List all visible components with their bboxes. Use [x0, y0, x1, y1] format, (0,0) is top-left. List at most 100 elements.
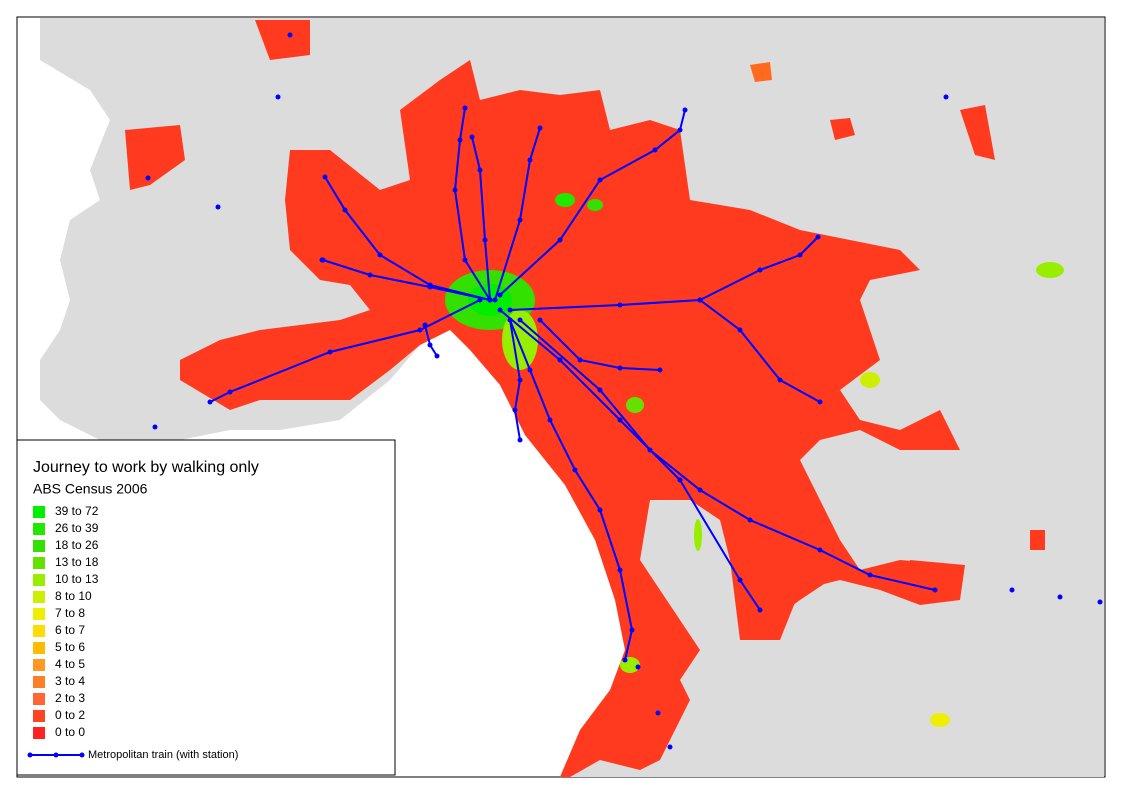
- legend-label: 10 to 13: [55, 572, 99, 586]
- station: [932, 587, 938, 593]
- train-line: [519, 319, 936, 591]
- station: [667, 744, 673, 750]
- station: [452, 187, 458, 193]
- station: [512, 407, 518, 413]
- station: [737, 327, 743, 333]
- legend-swatch: [33, 693, 45, 705]
- train-key-station: [79, 752, 85, 758]
- station: [487, 297, 493, 303]
- station: [617, 365, 623, 371]
- station: [817, 547, 823, 553]
- legend-subtitle: ABS Census 2006: [33, 481, 148, 497]
- station: [757, 267, 763, 273]
- legend-swatch: [33, 727, 45, 739]
- legend-label: 5 to 6: [55, 640, 85, 654]
- station: [327, 349, 333, 355]
- legend-title: Journey to work by walking only: [33, 459, 259, 476]
- station: [462, 257, 468, 263]
- urban-area: [125, 20, 1045, 777]
- station: [815, 234, 821, 240]
- legend-label: 3 to 4: [55, 674, 85, 688]
- station: [677, 127, 683, 133]
- station: [492, 297, 498, 303]
- station: [367, 272, 373, 278]
- station: [557, 237, 563, 243]
- legend-swatch: [33, 591, 45, 603]
- station: [537, 317, 543, 323]
- station: [617, 417, 623, 423]
- station: [342, 207, 348, 213]
- legend-label: 6 to 7: [55, 623, 85, 637]
- station: [469, 134, 475, 140]
- station: [507, 317, 513, 323]
- station: [477, 167, 483, 173]
- station: [434, 353, 440, 359]
- station: [477, 297, 483, 303]
- station: [462, 105, 468, 111]
- train-line: [699, 299, 821, 403]
- train-line: [509, 236, 819, 311]
- legend-label: 8 to 10: [55, 589, 92, 603]
- station: [517, 317, 523, 323]
- station: [275, 94, 281, 100]
- legend-box: [16, 439, 396, 776]
- train-line: [322, 259, 491, 301]
- station: [697, 487, 703, 493]
- station: [577, 357, 583, 363]
- station: [497, 292, 503, 298]
- station: [527, 367, 533, 373]
- station: [943, 94, 949, 100]
- train-key-station: [53, 752, 59, 758]
- station: [657, 367, 663, 373]
- legend-swatch: [33, 659, 45, 671]
- walking-hotspots: [445, 193, 1064, 727]
- station: [597, 507, 603, 513]
- legend-swatch: [33, 523, 45, 535]
- station: [597, 387, 603, 393]
- station: [482, 237, 488, 243]
- legend-label: 26 to 39: [55, 521, 99, 535]
- station: [319, 257, 325, 263]
- station: [655, 710, 661, 716]
- train-line: [499, 109, 686, 296]
- train-key-station: [27, 752, 33, 758]
- station: [652, 147, 658, 153]
- station: [647, 447, 653, 453]
- station: [427, 284, 433, 290]
- station: [322, 174, 328, 180]
- station: [517, 377, 523, 383]
- legend-label: 13 to 18: [55, 555, 99, 569]
- station: [527, 157, 533, 163]
- train-key-label: Metropolitan train (with station): [88, 749, 238, 761]
- station: [557, 357, 563, 363]
- station: [629, 627, 635, 633]
- legend-swatch: [33, 642, 45, 654]
- train-line: [509, 319, 522, 441]
- station: [537, 125, 543, 131]
- station: [422, 322, 428, 328]
- station: [1057, 594, 1063, 600]
- station: [572, 467, 578, 473]
- train-line: [539, 319, 661, 371]
- legend-swatch: [33, 574, 45, 586]
- station: [617, 302, 623, 308]
- station: [215, 204, 221, 210]
- station: [777, 377, 783, 383]
- legend-label: 0 to 2: [55, 708, 85, 722]
- legend-swatch: [33, 608, 45, 620]
- station: [427, 342, 433, 348]
- legend-swatch: [33, 557, 45, 569]
- station: [377, 252, 383, 258]
- station: [737, 577, 743, 583]
- station: [622, 657, 628, 663]
- station: [697, 297, 703, 303]
- station: [677, 477, 683, 483]
- bay: [400, 330, 630, 690]
- legend-items: 39 to 72 26 to 39 18 to 26 13 to 18 10 to 13…: [33, 504, 99, 739]
- legend-swatch: [33, 540, 45, 552]
- station: [635, 664, 641, 670]
- legend-label: 2 to 3: [55, 691, 85, 705]
- train-line: [494, 127, 541, 301]
- station: [757, 607, 763, 613]
